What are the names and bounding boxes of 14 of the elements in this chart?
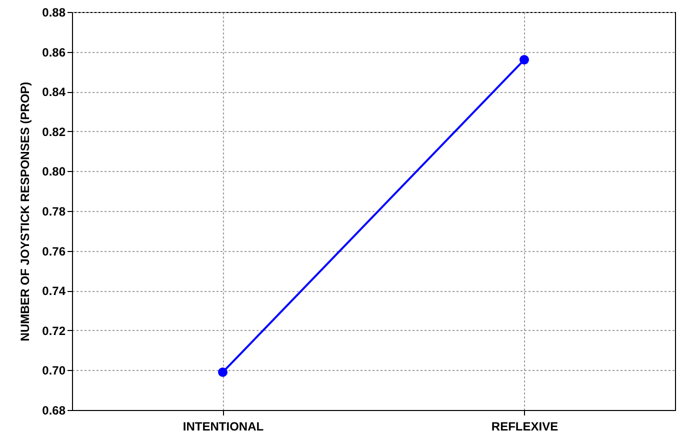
y-tick-label: 0.74 xyxy=(42,284,66,298)
y-tick-label: 0.72 xyxy=(42,324,66,338)
x-tick-label: INTENTIONAL xyxy=(182,420,264,433)
y-tick-label: 0.84 xyxy=(42,85,66,100)
y-tick-label: 0.82 xyxy=(42,124,66,139)
y-axis-title: NUMBER OF JOYSTICK RESPONSES (PROP) xyxy=(18,82,32,342)
y-tick-label: 0.80 xyxy=(42,164,66,179)
y-tick-label: 0.68 xyxy=(42,404,66,418)
y-tick-label: 0.76 xyxy=(42,244,66,258)
y-tick-label: 0.86 xyxy=(42,45,66,60)
y-tick-label: 0.88 xyxy=(42,6,66,20)
x-tick-label: REFLEXIVE xyxy=(491,420,558,433)
y-tick-label: 0.78 xyxy=(42,204,66,218)
y-tick-label: 0.70 xyxy=(42,364,66,378)
